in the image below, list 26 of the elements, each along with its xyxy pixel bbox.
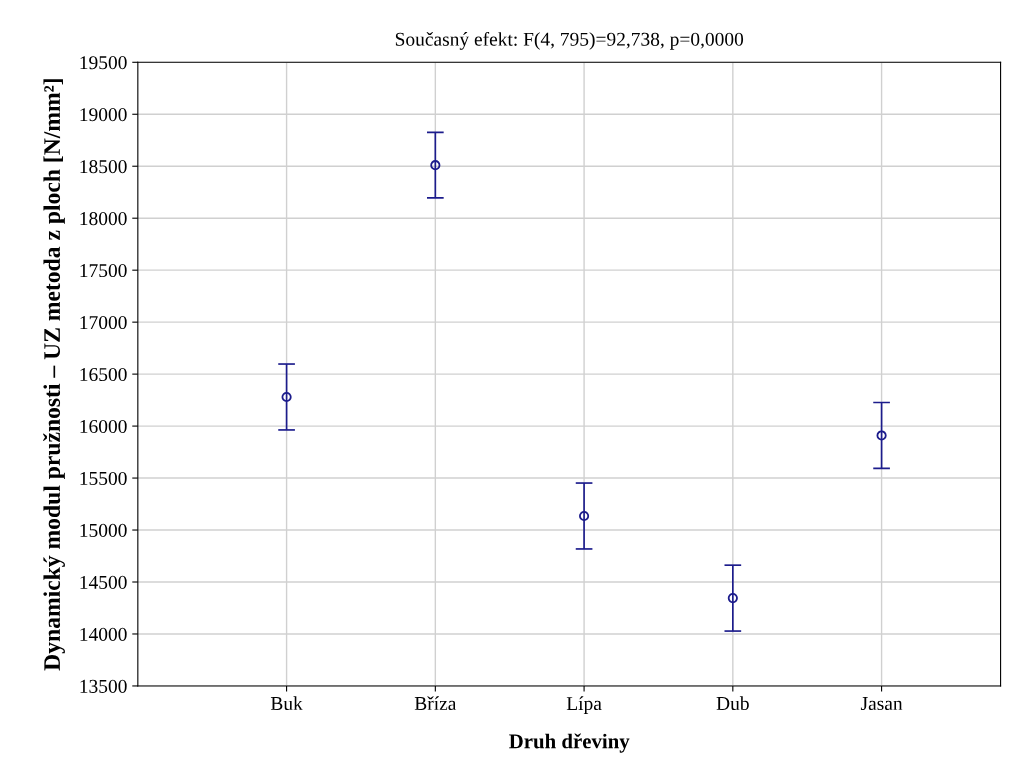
y-axis-title: Dynamický modul pružnosti – UZ metoda z ploch [N/mm²] [43,79,65,671]
y-tick-label: 19000 [80,108,127,122]
y-tick-label: 14500 [80,575,127,589]
y-tick-label: 13500 [80,679,127,693]
y-tick-label: 16000 [80,419,127,434]
y-tick-label: 14000 [80,627,127,641]
y-tick-label: 16500 [80,367,127,382]
x-axis-title: Druh dřeviny [509,733,630,753]
x-tick-label: Buk [270,696,303,711]
chart-title: Současný efekt: F(4, 795)=92,738, p=0,0000 [395,31,744,50]
point [281,391,292,403]
y-tick-label: 15500 [80,471,127,485]
y-tick-label: 17000 [80,315,127,330]
point [579,510,590,522]
x-tick-label: Jasan [860,697,903,711]
y-tick-label: 15000 [80,523,127,537]
y-tick-label: 18000 [80,212,127,226]
point [876,430,887,441]
point [430,160,441,171]
x-tick-label: Dub [716,696,749,711]
point [727,593,738,604]
y-tick-label: 18500 [80,160,127,174]
x-tick-label: Bříza [414,696,457,711]
x-tick-label: Lípa [566,696,602,715]
y-tick-label: 17500 [80,263,127,278]
y-tick-label: 19500 [80,56,127,70]
